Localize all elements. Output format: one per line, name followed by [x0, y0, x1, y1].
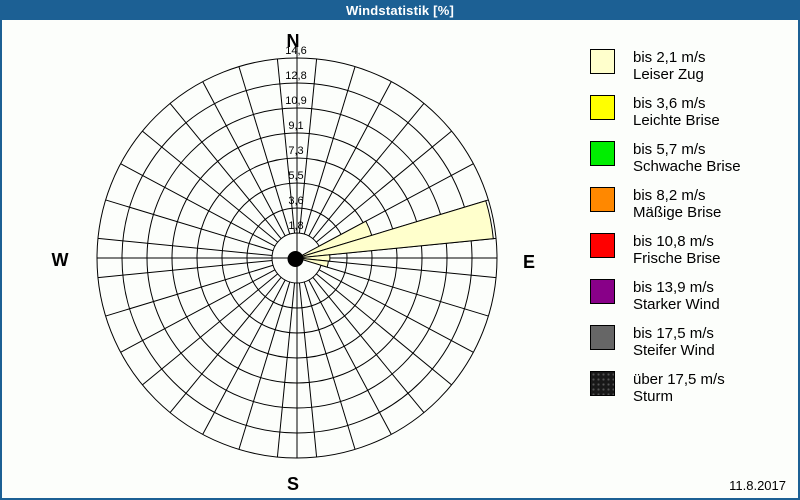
- radial-tick-label: 9,1: [288, 120, 303, 132]
- grid-spoke: [303, 66, 356, 235]
- grid-spoke: [316, 273, 452, 386]
- grid-spoke: [276, 282, 296, 458]
- legend-swatch: [590, 233, 615, 258]
- radial-tick-label: 3,6: [288, 195, 303, 207]
- legend-class-name: Schwache Brise: [633, 158, 741, 175]
- legend: bis 2,1 m/s Leiser Zug bis 3,6 m/s Leichte …: [590, 48, 790, 416]
- grid-spoke: [142, 130, 278, 243]
- legend-swatch: [590, 371, 615, 396]
- radial-tick-label: 5,5: [288, 170, 303, 182]
- legend-text: bis 3,6 m/s Leichte Brise: [633, 94, 720, 129]
- grid-spoke: [120, 163, 276, 247]
- grid-spoke: [169, 103, 282, 239]
- compass-label-west: W: [51, 250, 69, 270]
- window-title: Windstatistik [%]: [345, 3, 454, 18]
- legend-item: bis 8,2 m/s Mäßige Brise: [590, 186, 790, 232]
- legend-class-name: Mäßige Brise: [633, 204, 722, 221]
- grid-spoke: [308, 279, 392, 435]
- legend-speed-label: bis 13,9 m/s: [633, 279, 714, 296]
- grid-spoke: [202, 279, 286, 435]
- legend-swatch: [590, 141, 615, 166]
- legend-class-name: Leichte Brise: [633, 112, 720, 129]
- grid-spoke: [312, 103, 425, 239]
- legend-speed-label: bis 5,7 m/s: [633, 141, 706, 158]
- radial-tick-label: 14,6: [285, 45, 306, 57]
- date-label: 11.8.2017: [729, 478, 786, 493]
- legend-speed-label: bis 10,8 m/s: [633, 233, 714, 250]
- grid-spoke: [105, 199, 274, 252]
- compass-label-south: S: [286, 474, 300, 494]
- legend-text: bis 5,7 m/s Schwache Brise: [633, 140, 741, 175]
- legend-text: bis 8,2 m/s Mäßige Brise: [633, 186, 721, 221]
- legend-speed-label: bis 17,5 m/s: [633, 325, 714, 342]
- legend-item: bis 2,1 m/s Leiser Zug: [590, 48, 790, 94]
- grid-spoke: [321, 259, 497, 279]
- legend-item: bis 10,8 m/s Frische Brise: [590, 232, 790, 278]
- legend-swatch: [590, 325, 615, 350]
- legend-swatch: [590, 187, 615, 212]
- legend-class-name: Steifer Wind: [633, 342, 715, 359]
- grid-spoke: [202, 81, 286, 237]
- legend-text: über 17,5 m/s Sturm: [633, 370, 725, 405]
- grid-spoke: [169, 277, 282, 413]
- legend-text: bis 17,5 m/s Steifer Wind: [633, 324, 715, 359]
- compass-label-north: N: [286, 31, 300, 51]
- legend-item: bis 3,6 m/s Leichte Brise: [590, 94, 790, 140]
- grid-spoke: [308, 81, 392, 237]
- grid-spoke: [142, 273, 278, 386]
- legend-text: bis 2,1 m/s Leiser Zug: [633, 48, 706, 83]
- grid-spoke: [120, 269, 276, 353]
- grid-spoke: [303, 281, 356, 450]
- legend-text: bis 10,8 m/s Frische Brise: [633, 232, 721, 267]
- wind-petal: [296, 254, 331, 262]
- grid-spoke: [298, 58, 318, 234]
- legend-class-name: Leiser Zug: [633, 66, 704, 83]
- legend-class-name: Sturm: [633, 388, 674, 405]
- center-blob: [287, 251, 304, 267]
- grid-spoke: [318, 269, 474, 353]
- grid-spoke: [238, 66, 291, 235]
- grid-spoke: [312, 277, 425, 413]
- legend-swatch: [590, 95, 615, 120]
- grid-spoke: [97, 259, 273, 279]
- grid-spoke: [298, 282, 318, 458]
- legend-speed-label: über 17,5 m/s: [633, 371, 725, 388]
- wind-petal: [296, 200, 494, 259]
- wind-petal: [296, 257, 329, 268]
- radial-tick-label: 10,9: [285, 95, 306, 107]
- grid-spoke: [105, 264, 274, 317]
- legend-swatch: [590, 49, 615, 74]
- title-bar: Windstatistik [%]: [2, 2, 798, 20]
- grid-spoke: [316, 130, 452, 243]
- legend-speed-label: bis 2,1 m/s: [633, 49, 706, 66]
- grid-spoke: [238, 281, 291, 450]
- legend-item: über 17,5 m/s Sturm: [590, 370, 790, 416]
- legend-item: bis 17,5 m/s Steifer Wind: [590, 324, 790, 370]
- radial-tick-label: 1,8: [288, 220, 303, 232]
- legend-class-name: Starker Wind: [633, 296, 720, 313]
- grid-spoke: [320, 264, 489, 317]
- grid-spoke: [97, 237, 273, 257]
- legend-speed-label: bis 3,6 m/s: [633, 95, 706, 112]
- legend-text: bis 13,9 m/s Starker Wind: [633, 278, 720, 313]
- radial-tick-label: 12,8: [285, 70, 306, 82]
- radial-tick-label: 7,3: [288, 145, 303, 157]
- grid-spoke: [276, 58, 296, 234]
- legend-class-name: Frische Brise: [633, 250, 721, 267]
- compass-label-east: E: [522, 252, 536, 272]
- legend-swatch: [590, 279, 615, 304]
- legend-item: bis 13,9 m/s Starker Wind: [590, 278, 790, 324]
- legend-speed-label: bis 8,2 m/s: [633, 187, 706, 204]
- legend-item: bis 5,7 m/s Schwache Brise: [590, 140, 790, 186]
